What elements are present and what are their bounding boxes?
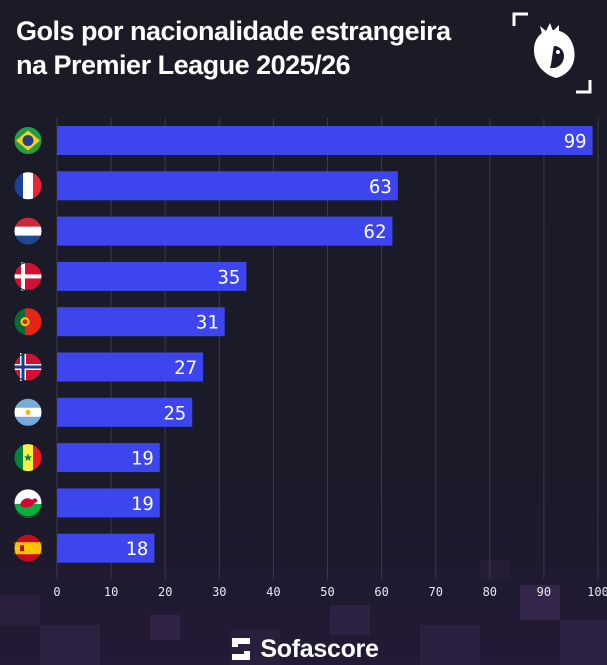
france-flag-icon xyxy=(13,171,43,201)
bar xyxy=(57,126,593,155)
bar xyxy=(57,533,155,563)
bar xyxy=(57,352,204,382)
bar xyxy=(57,443,160,473)
chart-title: Gols por nacionalidade estrangeira na Pr… xyxy=(16,14,496,82)
bar xyxy=(57,261,247,291)
bar-value-label: 27 xyxy=(174,357,197,379)
bar xyxy=(57,488,160,518)
portugal-flag-icon xyxy=(13,307,43,337)
bar xyxy=(57,216,393,246)
frame-corner-bottom-right xyxy=(576,80,592,94)
x-tick-label: 50 xyxy=(320,585,334,599)
sofascore-brand: Sofascore xyxy=(0,632,607,665)
bar-value-label: 62 xyxy=(364,221,387,243)
bar xyxy=(57,397,193,427)
spain-flag-icon xyxy=(13,533,43,563)
bar-value-label: 99 xyxy=(564,131,587,153)
brazil-flag-icon xyxy=(13,126,43,155)
bar xyxy=(57,171,398,201)
x-tick-label: 40 xyxy=(266,585,280,599)
bar-value-label: 18 xyxy=(125,538,148,560)
bar-value-label: 19 xyxy=(131,493,154,515)
x-tick-label: 90 xyxy=(537,585,551,599)
bar-value-label: 31 xyxy=(196,312,219,334)
x-tick-label: 100 xyxy=(587,585,607,599)
title-line-2: na Premier League 2025/26 xyxy=(16,50,351,80)
wales-flag-icon xyxy=(13,488,43,518)
x-tick-label: 20 xyxy=(158,585,172,599)
argentina-flag-icon xyxy=(13,397,43,427)
frame-corner-top-left xyxy=(512,12,528,26)
senegal-flag-icon xyxy=(13,443,43,473)
premier-league-logo xyxy=(512,12,592,94)
sofascore-logo-icon xyxy=(232,638,251,660)
title-line-1: Gols por nacionalidade estrangeira xyxy=(16,16,451,46)
denmark-flag-icon xyxy=(13,261,43,291)
bar-value-label: 25 xyxy=(163,402,186,424)
netherlands-flag-icon xyxy=(13,216,43,246)
x-tick-label: 10 xyxy=(104,585,118,599)
x-tick-label: 60 xyxy=(374,585,388,599)
x-tick-label: 30 xyxy=(212,585,226,599)
brand-name: Sofascore xyxy=(260,634,379,663)
lion-icon xyxy=(534,23,575,78)
pixel-background-decoration xyxy=(0,560,607,665)
norway-flag-icon xyxy=(13,352,43,382)
x-tick-label: 0 xyxy=(53,585,60,599)
x-tick-label: 80 xyxy=(483,585,497,599)
bar xyxy=(57,307,225,337)
bar-chart: 0 10 20 30 40 50 60 70 80 90 100 99 63 62 35 31 27 25 19 19… xyxy=(13,118,607,599)
bar-value-label: 35 xyxy=(217,266,240,288)
bar-value-label: 19 xyxy=(131,448,154,470)
bar-value-label: 63 xyxy=(369,176,392,198)
x-tick-label: 70 xyxy=(428,585,442,599)
